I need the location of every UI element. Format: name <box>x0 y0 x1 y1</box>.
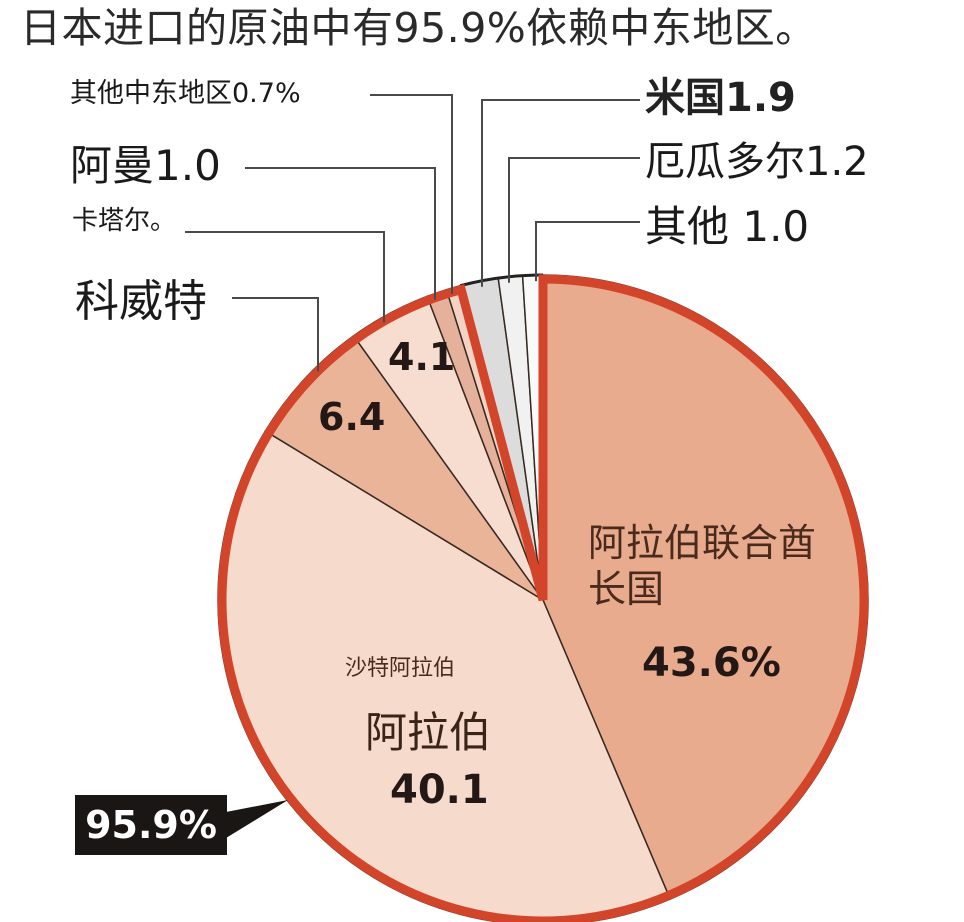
badge-pointer <box>226 800 288 838</box>
label-ecuador: 厄瓜多尔1.2 <box>645 139 869 185</box>
label-other-middle-east: 其他中东地区0.7% <box>70 78 301 109</box>
value-saudi: 40.1 <box>390 767 489 813</box>
label-us: 米国1.9 <box>645 75 796 121</box>
label-uae: 阿拉伯联合酋长国 <box>588 521 817 611</box>
label-saudi-small: 沙特阿拉伯 <box>345 656 456 681</box>
leader-line <box>370 94 453 294</box>
leader-line <box>185 231 385 323</box>
chart-title: 日本进口的原油中有95.9%依赖中东地区。 <box>20 4 817 52</box>
value-kuwait: 6.4 <box>318 395 386 439</box>
leader-line <box>535 221 640 282</box>
label-oman: 阿曼1.0 <box>70 141 221 190</box>
middle-east-outline <box>217 274 869 922</box>
leader-line <box>508 157 640 283</box>
middle-east-total-badge: 95.9% <box>75 795 227 855</box>
label-saudi: 阿拉伯 <box>365 708 492 757</box>
leader-line <box>481 99 640 287</box>
non-middle-east-outline <box>459 273 544 288</box>
leader-line <box>245 167 436 300</box>
value-uae: 43.6% <box>642 640 781 686</box>
leader-line <box>232 297 319 372</box>
label-qatar: 卡塔尔。 <box>72 206 177 236</box>
label-other: 其他 1.0 <box>645 202 810 251</box>
label-kuwait: 科威特 <box>75 276 207 327</box>
value-qatar: 4.1 <box>388 335 456 379</box>
